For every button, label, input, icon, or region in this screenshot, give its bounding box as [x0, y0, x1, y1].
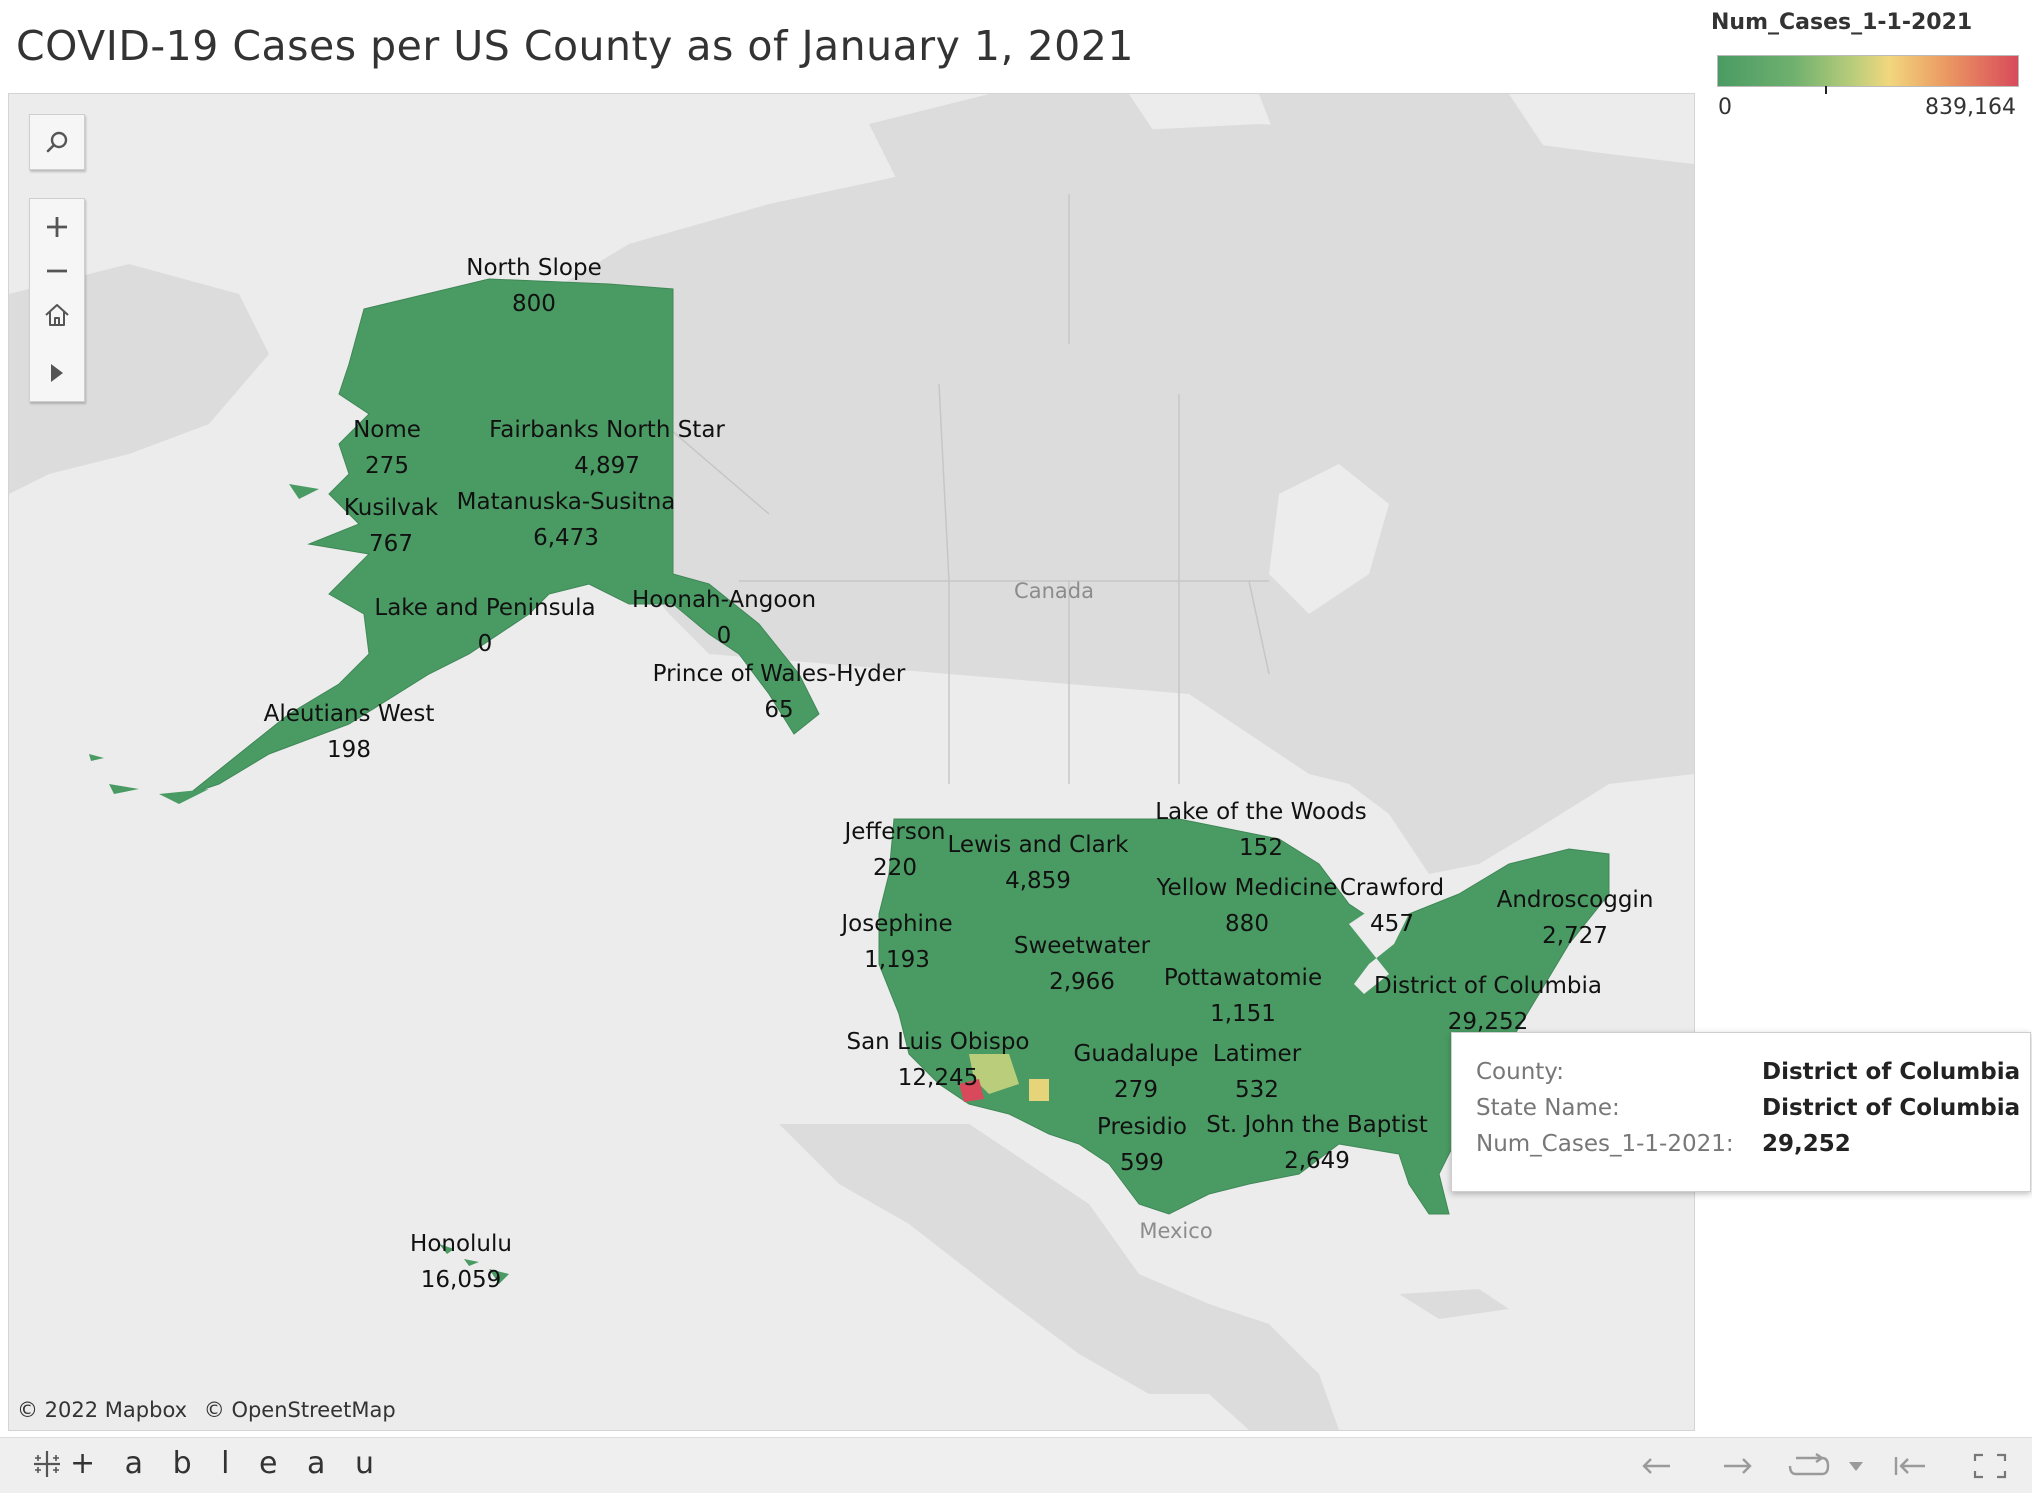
legend-max-label: 839,164	[1925, 95, 2016, 120]
county-label-matanuska-susitna[interactable]: Matanuska-Susitna 6,473	[456, 489, 676, 551]
tableau-cross-icon	[34, 1450, 60, 1477]
county-label-lake-and-peninsula[interactable]: Lake and Peninsula 0	[374, 595, 596, 657]
zoom-in-icon	[47, 217, 67, 237]
map-view[interactable]: Canada Mexico North Slope 800 Nome 275 Fai…	[8, 93, 1695, 1431]
mapbox-attribution[interactable]: © 2022 Mapbox	[17, 1398, 188, 1422]
reset-button[interactable]	[1888, 1448, 1932, 1484]
county-label-kusilvak[interactable]: Kusilvak 767	[343, 495, 439, 557]
redo-icon	[1724, 1458, 1752, 1474]
dashboard-title: COVID-19 Cases per US County as of Janua…	[16, 22, 1134, 70]
play-icon	[51, 364, 63, 382]
arctic-islands	[869, 94, 1169, 264]
alaska-shape	[188, 278, 820, 795]
county-label-guadalupe[interactable]: Guadalupe 279	[1073, 1041, 1199, 1103]
county-label-pottawatomie[interactable]: Pottawatomie 1,151	[1163, 965, 1323, 1027]
tooltip-key: Num_Cases_1-1-2021:	[1476, 1131, 1734, 1157]
hudson-bay	[1269, 464, 1389, 614]
search-icon	[46, 131, 68, 153]
county-label-yellow-medicine[interactable]: Yellow Medicine 880	[1156, 875, 1338, 937]
canada-borders	[628, 194, 1270, 784]
county-label-aleutians-west[interactable]: Aleutians West 198	[263, 701, 435, 763]
zoom-out-button[interactable]	[30, 249, 84, 293]
undo-button[interactable]	[1634, 1448, 1678, 1484]
legend-color-ramp[interactable]	[1717, 55, 2019, 87]
legend-title: Num_Cases_1-1-2021	[1711, 10, 1973, 35]
dropdown-icon	[1849, 1462, 1863, 1471]
county-label-latimer[interactable]: Latimer 532	[1212, 1041, 1302, 1103]
fullscreen-button[interactable]	[1968, 1448, 2012, 1484]
expand-toolbar-button[interactable]	[30, 351, 84, 395]
map-search-button[interactable]	[29, 114, 85, 170]
county-label-crawford[interactable]: Crawford 457	[1339, 875, 1445, 937]
tooltip-key: State Name:	[1476, 1095, 1620, 1121]
tableau-logo[interactable]: + a b l e a u	[30, 1446, 384, 1481]
revert-menu-button[interactable]	[1838, 1448, 1874, 1484]
basemap	[9, 94, 1694, 1430]
fullscreen-icon	[1973, 1453, 2007, 1479]
tableau-toolbar: + a b l e a u	[0, 1437, 2032, 1493]
tableau-wordmark: + a b l e a u	[70, 1446, 384, 1481]
hawaii-shape	[439, 1244, 509, 1284]
tooltip-key: County:	[1476, 1059, 1564, 1085]
county-label-jefferson[interactable]: Jefferson 220	[844, 819, 946, 881]
legend-marker	[1825, 86, 1827, 94]
caribbean	[1399, 1289, 1509, 1319]
county-label-prince-of-wales-hyder[interactable]: Prince of Wales-Hyder 65	[652, 661, 906, 723]
county-los-angeles	[959, 1079, 984, 1102]
undo-icon	[1642, 1458, 1670, 1474]
revert-icon	[1788, 1453, 1830, 1476]
contiguous-us-shape	[878, 818, 1610, 1215]
county-san-bernardino	[969, 1054, 1019, 1094]
tooltip-value: 29,252	[1762, 1131, 1851, 1157]
reset-icon	[1894, 1457, 1925, 1475]
openstreetmap-attribution[interactable]: © OpenStreetMap	[203, 1398, 396, 1422]
legend-min-label: 0	[1718, 95, 1732, 120]
county-label-fairbanks-north-star[interactable]: Fairbanks North Star 4,897	[489, 417, 725, 479]
great-lakes	[1349, 904, 1409, 994]
redo-button[interactable]	[1716, 1448, 1760, 1484]
canada-label: Canada	[1014, 579, 1094, 603]
county-label-sweetwater[interactable]: Sweetwater 2,966	[1013, 933, 1151, 995]
reset-view-button[interactable]	[30, 293, 84, 337]
map-attribution: © 2022 Mapbox © OpenStreetMap	[17, 1398, 406, 1422]
county-label-lewis-and-clark[interactable]: Lewis and Clark 4,859	[947, 832, 1129, 894]
county-label-san-luis-obispo[interactable]: San Luis Obispo 12,245	[846, 1029, 1030, 1091]
tooltip-value: District of Columbia	[1762, 1095, 2021, 1121]
county-label-north-slope[interactable]: North Slope 800	[466, 255, 602, 317]
map-zoom-controls	[29, 198, 85, 402]
home-icon	[45, 304, 69, 326]
county-label-st-john-the-baptist[interactable]: St. John the Baptist 2,649	[1206, 1112, 1428, 1174]
mexico	[779, 1124, 1339, 1430]
county-label-hoonah-angoon[interactable]: Hoonah-Angoon 0	[631, 587, 817, 649]
zoom-out-icon	[47, 269, 67, 273]
county-tooltip: County: District of Columbia State Name: D…	[1451, 1032, 2031, 1192]
county-label-nome[interactable]: Nome 275	[353, 417, 421, 479]
mexico-label: Mexico	[1139, 1219, 1213, 1243]
tooltip-row-county: County: District of Columbia	[1476, 1059, 2020, 1085]
revert-button[interactable]	[1784, 1448, 1834, 1484]
tooltip-row-state: State Name: District of Columbia	[1476, 1095, 2020, 1121]
county-label-district-of-columbia[interactable]: District of Columbia 29,252	[1374, 973, 1602, 1035]
zoom-in-button[interactable]	[30, 205, 84, 249]
county-label-lake-of-the-woods[interactable]: Lake of the Woods 152	[1155, 799, 1367, 861]
tooltip-value: District of Columbia	[1762, 1059, 2021, 1085]
tooltip-row-cases: Num_Cases_1-1-2021: 29,252	[1476, 1131, 1851, 1157]
county-label-josephine[interactable]: Josephine 1,193	[841, 911, 953, 973]
county-label-honolulu[interactable]: Honolulu 16,059	[410, 1231, 512, 1293]
county-maricopa	[1029, 1079, 1049, 1101]
county-label-androscoggin[interactable]: Androscoggin 2,727	[1496, 887, 1654, 949]
county-label-presidio[interactable]: Presidio 599	[1096, 1114, 1188, 1176]
greenland	[1259, 94, 1569, 354]
